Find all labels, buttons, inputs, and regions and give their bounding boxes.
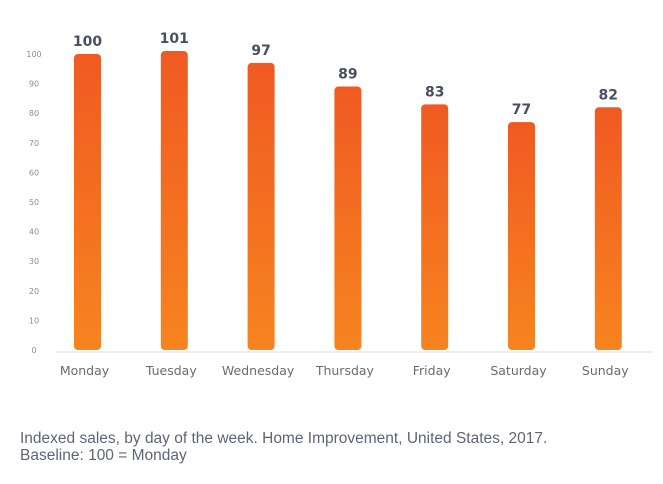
x-category-label: Wednesday — [222, 363, 295, 378]
bar-value-label: 83 — [425, 84, 444, 100]
y-tick-label: 70 — [29, 139, 39, 148]
y-tick-label: 30 — [29, 257, 39, 266]
x-category-label: Tuesday — [145, 363, 197, 378]
bar — [334, 86, 362, 350]
bar-value-label: 101 — [160, 31, 189, 47]
bar — [594, 107, 622, 350]
bars-group — [74, 51, 622, 350]
y-tick-label: 50 — [29, 198, 39, 207]
bar — [508, 122, 535, 350]
x-category-label: Monday — [60, 363, 110, 378]
chart-caption: Indexed sales, by day of the week. Home … — [20, 430, 650, 464]
x-category-label: Saturday — [490, 363, 547, 378]
bar-value-label: 77 — [512, 102, 531, 118]
caption-line-1: Indexed sales, by day of the week. Home … — [20, 430, 548, 447]
bar-value-label: 82 — [599, 87, 618, 103]
x-category-label: Thursday — [315, 363, 375, 378]
bar — [421, 104, 449, 350]
x-axis-labels: Monday Tuesday Wednesday Thursday Friday Satu… — [60, 363, 629, 378]
bar-value-label: 100 — [73, 34, 102, 50]
y-tick-label: 40 — [29, 228, 39, 237]
x-category-label: Friday — [413, 363, 451, 378]
y-tick-label: 100 — [26, 50, 41, 59]
bar — [247, 62, 275, 350]
y-tick-label: 20 — [29, 287, 39, 296]
y-tick-label: 80 — [29, 109, 39, 118]
caption-line-2: Baseline: 100 = Monday — [20, 447, 187, 464]
x-category-label: Sunday — [582, 363, 629, 378]
y-tick-label: 60 — [29, 168, 39, 177]
bar — [74, 54, 101, 350]
bar-value-label: 89 — [338, 67, 357, 83]
bar-value-label: 97 — [251, 43, 270, 59]
y-tick-label: 90 — [29, 80, 39, 89]
y-axis-ticks: 0 10 20 30 40 50 60 70 80 90 100 — [26, 50, 41, 355]
y-tick-label: 10 — [29, 316, 39, 325]
y-tick-label: 0 — [31, 346, 36, 355]
value-labels-group: 100 101 97 89 83 77 82 — [73, 31, 618, 118]
bar — [160, 51, 188, 350]
